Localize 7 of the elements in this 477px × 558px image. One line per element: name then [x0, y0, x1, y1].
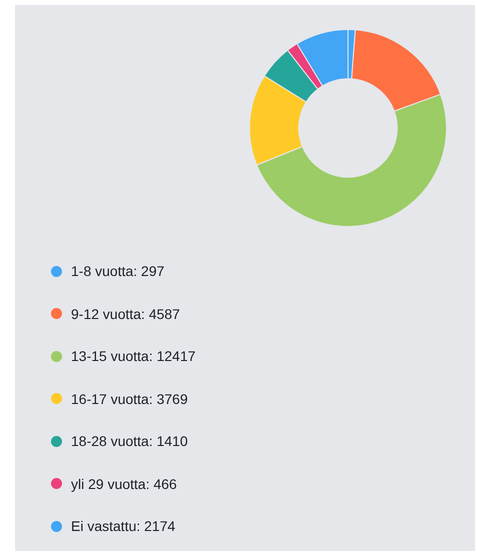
legend-label: 18-28 vuotta: 1410	[71, 433, 188, 450]
legend-label: 13-15 vuotta: 12417	[71, 348, 196, 364]
legend-label: yli 29 vuotta: 466	[71, 476, 177, 492]
legend-label: 9-12 vuotta: 4587	[71, 306, 180, 322]
legend-label: 1-8 vuotta: 297	[71, 263, 164, 280]
legend-label: 16-17 vuotta: 3769	[71, 390, 188, 407]
legend-label: Ei vastattu: 2174	[71, 518, 176, 534]
